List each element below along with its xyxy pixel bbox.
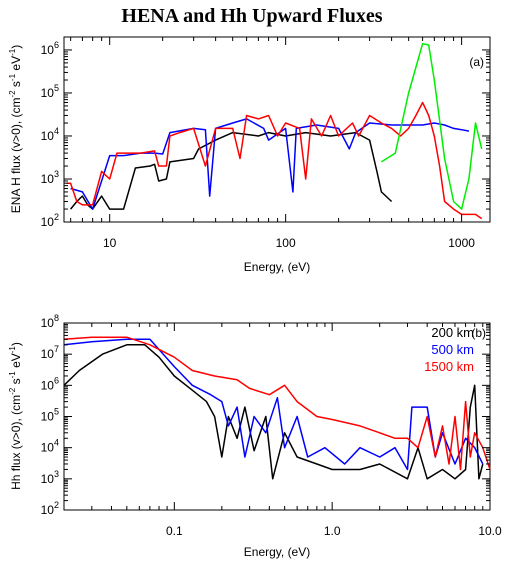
legend-entry: 500 km bbox=[431, 342, 474, 357]
panel-a-axes-group: 10 100 1000 102 103 104 105 106 bbox=[41, 36, 490, 250]
y-tick-label: 104 bbox=[41, 438, 59, 455]
x-tick-label: 1000 bbox=[448, 236, 475, 250]
panel-b-legend: 200 km 500 km 1500 km bbox=[424, 325, 474, 374]
panel-a-label: (a) bbox=[469, 55, 484, 69]
series-line-3 bbox=[66, 101, 483, 220]
panel-b-plot-frame bbox=[63, 322, 491, 511]
x-tick-label: 10.0 bbox=[478, 524, 502, 538]
series-line-2 bbox=[63, 338, 484, 471]
panel-b-chart: 0.1 1.0 10.0 102 103 104 105 106 107 108 (b) Ener… bbox=[8, 313, 502, 559]
legend-entry: 200 km bbox=[431, 325, 474, 340]
legend-entry: 1500 km bbox=[424, 359, 474, 374]
panel-a-plot-frame bbox=[63, 36, 491, 223]
series-line-3 bbox=[63, 336, 491, 471]
panel-a-chart: 10 100 1000 102 103 104 105 106 (a) Energy, (eV… bbox=[8, 36, 491, 274]
panel-a-y-axis-label: ENA H flux (v>0), (cm-2 s-1 eV-1) bbox=[8, 45, 23, 213]
y-tick-label: 108 bbox=[41, 313, 59, 330]
y-tick-label: 105 bbox=[41, 407, 59, 424]
y-tick-label: 106 bbox=[41, 375, 59, 392]
x-tick-label: 1.0 bbox=[324, 524, 341, 538]
panel-b-x-axis-label: Energy, (eV) bbox=[244, 545, 310, 559]
series-line-1 bbox=[63, 344, 484, 480]
x-tick-label: 0.1 bbox=[166, 524, 183, 538]
y-tick-label: 103 bbox=[41, 169, 59, 186]
y-tick-label: 107 bbox=[41, 344, 59, 361]
y-tick-label: 102 bbox=[41, 500, 59, 517]
series-line-1 bbox=[70, 131, 393, 210]
panel-b-label: (b) bbox=[471, 326, 486, 340]
panel-a-x-axis-label: Energy, (eV) bbox=[244, 260, 310, 274]
x-tick-label: 100 bbox=[276, 236, 296, 250]
y-tick-label: 104 bbox=[41, 126, 59, 143]
y-tick-label: 103 bbox=[41, 469, 59, 486]
series-line-4 bbox=[380, 42, 483, 210]
x-tick-label: 10 bbox=[103, 236, 117, 250]
panel-a-series-group bbox=[66, 42, 483, 220]
y-tick-label: 102 bbox=[41, 212, 59, 229]
y-tick-label: 106 bbox=[41, 40, 59, 57]
panel-b-y-axis-label: Hh flux (v>0), (cm-2 s-1 eV-1) bbox=[8, 342, 23, 490]
panel-b-series-group bbox=[63, 336, 491, 480]
y-tick-label: 105 bbox=[41, 83, 59, 100]
figure-title: HENA and Hh Upward Fluxes bbox=[121, 5, 382, 27]
